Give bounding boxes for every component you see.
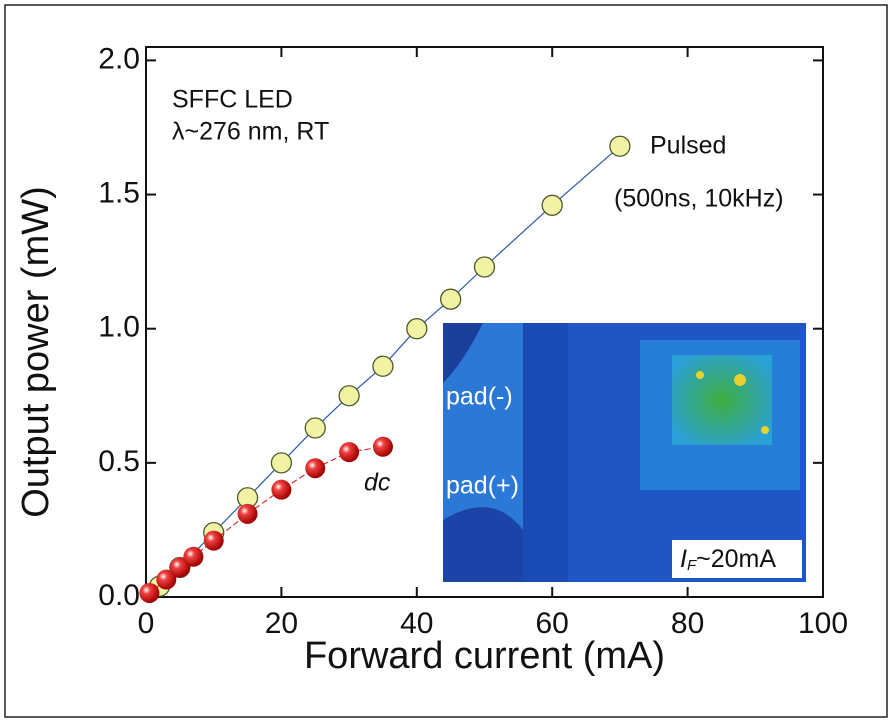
x-tick-label: 20 <box>265 607 298 640</box>
marker <box>183 546 204 567</box>
marker <box>338 385 360 407</box>
inset-label: pad(-) <box>446 383 513 411</box>
y-tick-label: 0.5 <box>98 445 140 478</box>
marker <box>372 355 394 377</box>
marker <box>406 318 428 340</box>
y-tick-label: 2.0 <box>98 42 140 75</box>
marker <box>304 417 326 439</box>
y-tick-label: 0.0 <box>98 579 140 612</box>
caption-part: ~20mA <box>696 545 776 573</box>
inset-caption: IF~20mA <box>680 545 776 574</box>
marker <box>339 442 360 463</box>
series-label: Pulsed <box>650 132 726 160</box>
marker <box>169 557 190 578</box>
inset-image: pad(-) pad(+) IF~20mA <box>443 323 806 582</box>
annotation: λ~276 nm, RT <box>172 118 329 146</box>
plot-frame <box>145 46 824 598</box>
marker <box>270 452 293 474</box>
x-tick-label: 80 <box>671 607 704 640</box>
x-tick-label: 0 <box>138 607 155 640</box>
caption-part: I <box>680 545 687 573</box>
marker <box>271 479 292 500</box>
marker <box>372 436 393 457</box>
marker <box>305 458 326 479</box>
marker <box>237 503 258 524</box>
x-axis-title: Forward current (mA) <box>304 635 665 677</box>
marker <box>203 530 224 551</box>
y-axis-title: Output power (mW) <box>15 186 57 518</box>
marker <box>473 256 496 278</box>
marker <box>139 582 160 603</box>
series-note: (500ns, 10kHz) <box>614 185 784 213</box>
inset-label: pad(+) <box>446 472 519 500</box>
inset-caption-box <box>672 540 802 578</box>
x-tick-label: 100 <box>798 607 848 640</box>
marker <box>439 288 462 310</box>
marker <box>156 569 177 590</box>
annotation: SFFC LED <box>172 86 293 114</box>
marker <box>541 194 563 216</box>
y-tick-label: 1.5 <box>98 176 140 209</box>
x-tick-label: 60 <box>536 607 569 640</box>
caption-part: F <box>687 557 697 574</box>
marker <box>609 135 631 157</box>
y-tick-label: 1.0 <box>98 311 140 344</box>
x-tick-label: 40 <box>400 607 433 640</box>
frame <box>4 4 888 718</box>
series-label: dc <box>364 469 391 497</box>
